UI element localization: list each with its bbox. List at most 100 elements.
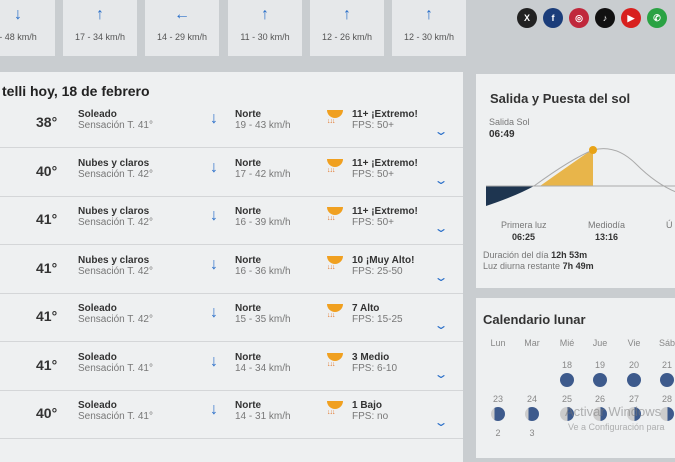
wind-card[interactable]: ↑ 12 - 26 km/h: [310, 0, 384, 56]
moon-day[interactable]: 25: [561, 394, 572, 404]
wind-card[interactable]: ↑ 12 - 30 km/h: [392, 0, 466, 56]
chevron-down-icon[interactable]: ⌄: [433, 269, 449, 284]
sunrise-label: Salida Sol: [489, 117, 530, 127]
instagram-icon[interactable]: ◎: [569, 8, 589, 28]
moon-day[interactable]: 28: [661, 394, 672, 404]
lunar-calendar-panel: Calendario lunar Lun Mar Mié Jue Vie Sáb 18 19 2…: [476, 298, 675, 458]
weekday-label: Mié: [559, 338, 575, 348]
wind-arrow-south-icon: ↓: [210, 207, 218, 224]
hourly-row[interactable]: 40° Soleado Sensación T. 41° ↓ Norte 14 …: [0, 391, 463, 439]
chevron-down-icon[interactable]: ⌄: [433, 366, 449, 381]
moon-day[interactable]: 2: [495, 428, 501, 438]
temperature: 38°: [36, 114, 58, 130]
wind-card[interactable]: ↑ 17 - 34 km/h: [63, 0, 137, 56]
facebook-icon[interactable]: f: [543, 8, 563, 28]
wind-speed: 12 - 30 km/h: [403, 32, 455, 42]
moon-day[interactable]: 27: [628, 394, 639, 404]
moon-day[interactable]: 3: [529, 428, 535, 438]
uv-index: 1 Bajo: [352, 400, 383, 411]
moon-day[interactable]: 26: [594, 394, 605, 404]
moon-phase-icon: [491, 407, 505, 421]
feels-like: Sensación T. 42°: [78, 265, 153, 277]
remaining-label: Luz diurna restante: [483, 261, 561, 271]
moon-day[interactable]: 23: [492, 394, 503, 404]
sunrise-sunset-panel: Salida y Puesta del sol Salida Sol 06:49…: [476, 74, 675, 288]
moon-day[interactable]: 20: [628, 360, 639, 370]
hourly-row[interactable]: 41° Nubes y claros Sensación T. 42° ↓ No…: [0, 197, 463, 245]
temperature: 40°: [36, 405, 58, 421]
moon-day[interactable]: 18: [561, 360, 572, 370]
moon-phase-icon: [627, 373, 641, 387]
wind-speed: 17 - 42 km/h: [235, 168, 291, 180]
uv-index: 7 Alto: [352, 303, 380, 314]
uv-index: 11+ ¡Extremo!: [352, 157, 418, 169]
feels-like: Sensación T. 41°: [78, 120, 153, 131]
wind-direction: Norte: [235, 157, 262, 169]
moon-phase-icon: [593, 373, 607, 387]
wind-card[interactable]: ← 14 - 29 km/h: [145, 0, 219, 56]
wind-arrow-north-icon: ↑: [96, 6, 104, 23]
uv-index: 11+ ¡Extremo!: [352, 109, 418, 120]
uv-sun-icon: ↓↓↓: [327, 255, 343, 274]
wind-arrow-south-icon: ↓: [14, 6, 22, 23]
moon-day[interactable]: 19: [594, 360, 605, 370]
weekday-label: Vie: [627, 338, 641, 348]
tiktok-icon[interactable]: ♪: [595, 8, 615, 28]
wind-direction: Norte: [235, 206, 262, 217]
windows-activation-watermark: Activar Windows: [565, 404, 662, 419]
sun-title: Salida y Puesta del sol: [490, 91, 631, 106]
uv-index: 3 Medio: [352, 351, 390, 363]
uv-sun-icon: ↓↓↓: [327, 207, 343, 225]
chevron-down-icon[interactable]: ⌄: [433, 318, 449, 332]
feels-like: Sensación T. 42°: [78, 168, 153, 180]
wind-speed: 12 - 26 km/h: [321, 32, 373, 42]
wind-arrow-south-icon: ↓: [210, 158, 218, 176]
hourly-row[interactable]: 41° Soleado Sensación T. 42° ↓ Norte 15 …: [0, 294, 463, 342]
youtube-icon[interactable]: ▶: [621, 8, 641, 28]
hourly-row[interactable]: 41° Soleado Sensación T. 41° ↓ Norte 14 …: [0, 343, 463, 391]
condition: Soleado: [78, 351, 117, 363]
moon-day[interactable]: 24: [526, 394, 537, 404]
chevron-down-icon[interactable]: ⌄: [433, 124, 449, 138]
moon-phase-icon: [560, 373, 574, 387]
duration-value: 12h 53m: [551, 250, 588, 260]
wind-speed: 14 - 31 km/h: [235, 411, 291, 422]
chevron-down-icon[interactable]: ⌄: [433, 415, 449, 429]
hourly-row[interactable]: 40° Nubes y claros Sensación T. 42° ↓ No…: [0, 149, 463, 197]
wind-arrow-south-icon: ↓: [210, 401, 218, 418]
uv-sun-icon: ↓↓↓: [327, 401, 343, 419]
hourly-row[interactable]: 41° Nubes y claros Sensación T. 42° ↓ No…: [0, 246, 463, 294]
moon-phase-icon: [560, 407, 574, 421]
spf-recommendation: FPS: 25-50: [352, 265, 403, 277]
chevron-down-icon[interactable]: ⌄: [433, 221, 449, 235]
feels-like: Sensación T. 42°: [78, 217, 153, 228]
hourly-row[interactable]: 38° Soleado Sensación T. 41° ↓ Norte 19 …: [0, 100, 463, 148]
windows-activation-subtext: Ve a Configuración para: [568, 422, 665, 432]
wind-speed: 16 - 39 km/h: [235, 217, 291, 228]
whatsapp-icon[interactable]: ✆: [647, 8, 667, 28]
wind-direction: Norte: [235, 400, 262, 411]
page-title: telli hoy, 18 de febrero: [2, 83, 150, 99]
moon-phase-icon: [593, 407, 607, 421]
temperature: 41°: [36, 211, 58, 227]
condition: Nubes y claros: [78, 254, 150, 266]
wind-speed: 16 - 36 km/h: [235, 265, 291, 277]
sun-position-marker: [589, 146, 597, 154]
spf-recommendation: FPS: 50+: [352, 217, 394, 228]
last-light-label: Ú: [666, 220, 673, 230]
spf-recommendation: FPS: no: [352, 411, 389, 422]
moon-day[interactable]: 21: [661, 360, 672, 370]
wind-card[interactable]: ↑ 11 - 30 km/h: [228, 0, 302, 56]
condition: Nubes y claros: [78, 206, 150, 217]
chevron-down-icon[interactable]: ⌄: [433, 172, 449, 187]
wind-arrow-north-icon: ↑: [261, 6, 269, 23]
wind-card[interactable]: ↓ - 48 km/h: [0, 0, 55, 56]
wind-direction: Norte: [235, 303, 262, 314]
x-icon[interactable]: X: [517, 8, 537, 28]
wind-direction: Norte: [235, 109, 262, 120]
uv-sun-icon: ↓↓↓: [327, 304, 343, 322]
feels-like: Sensación T. 42°: [78, 314, 153, 325]
wind-speed: 17 - 34 km/h: [74, 32, 126, 42]
moon-phase-icon: [627, 407, 641, 421]
remaining-value: 7h 49m: [562, 261, 594, 271]
